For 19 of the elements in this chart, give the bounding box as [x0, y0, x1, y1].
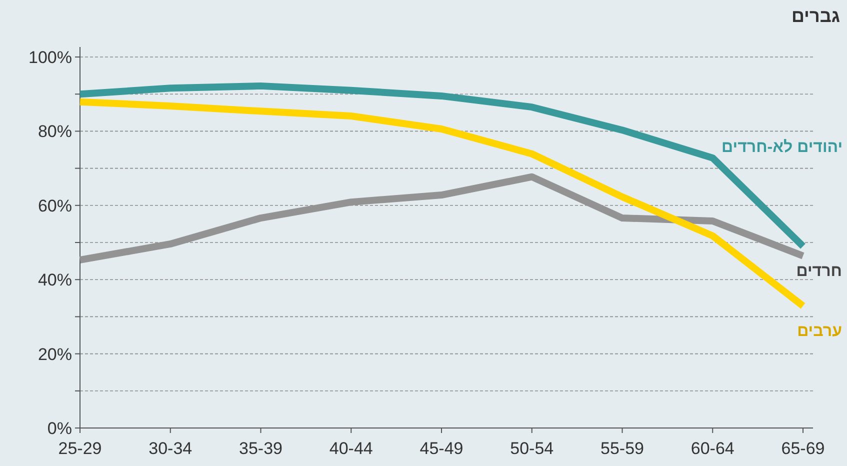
- x-tick-label: 40-44: [329, 439, 373, 458]
- y-tick-label: 100%: [28, 48, 72, 67]
- x-tick-label: 65-69: [781, 439, 825, 458]
- x-tick-label: 50-54: [510, 439, 554, 458]
- x-tick-label: 30-34: [148, 439, 192, 458]
- y-tick-label: 20%: [38, 344, 72, 364]
- y-tick-label: 40%: [38, 270, 72, 290]
- y-tick-label: 60%: [38, 196, 72, 216]
- x-tick-label: 45-49: [420, 439, 464, 458]
- series-label: חרדים: [796, 262, 842, 280]
- x-tick-label: 55-59: [600, 439, 644, 458]
- x-tick-label: 25-29: [58, 439, 102, 458]
- y-tick-label: 80%: [38, 122, 72, 142]
- series-label: ערבים: [797, 322, 842, 340]
- chart-title: גברים: [791, 6, 840, 26]
- y-tick-label: 0%: [47, 419, 72, 438]
- x-tick-label: 35-39: [239, 439, 282, 458]
- series-label: יהודים לא-חרדים: [722, 138, 843, 156]
- x-tick-label: 60-64: [690, 439, 734, 458]
